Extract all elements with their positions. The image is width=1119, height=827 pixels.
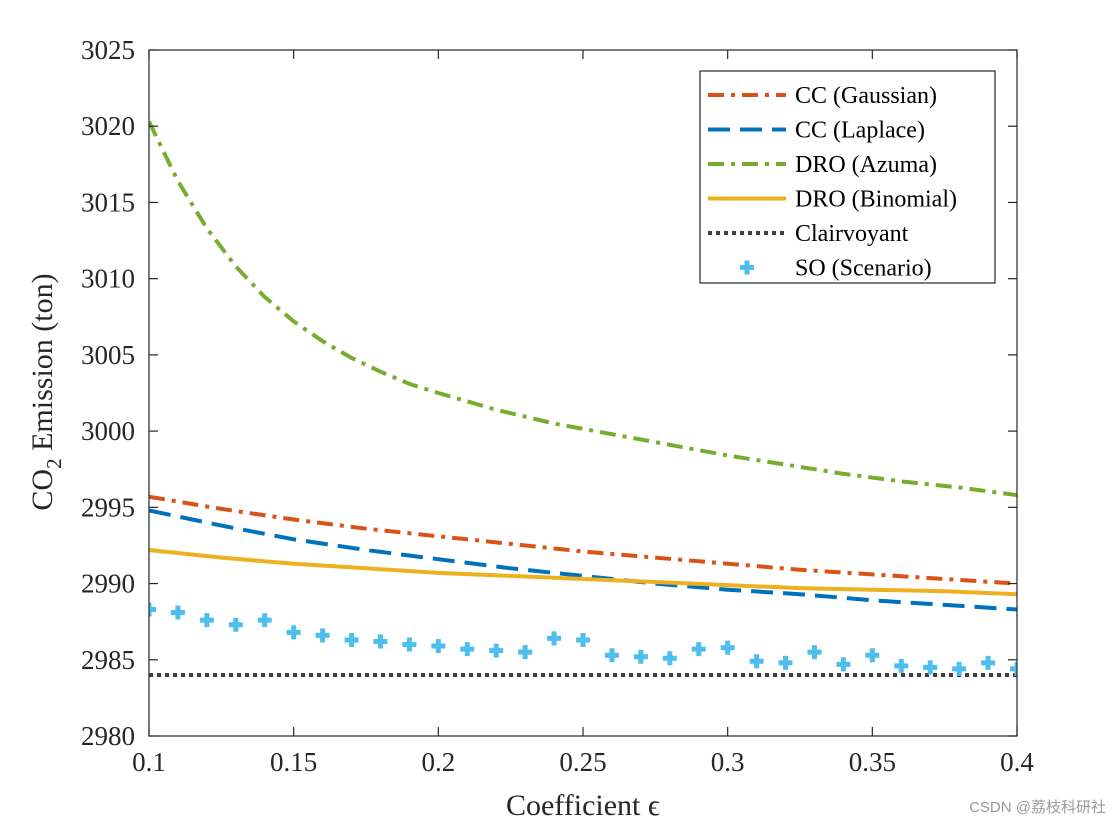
y-tick-label: 3005 — [81, 340, 135, 370]
y-axis-label: CO2 Emission (ton) — [26, 273, 66, 510]
data-point-marker — [489, 643, 504, 658]
legend: CC (Gaussian) CC (Laplace) DRO (Azuma) DRO … — [699, 70, 996, 284]
x-tick-label: 0.4 — [1000, 747, 1034, 777]
legend-label-cc-gaussian: CC (Gaussian) — [795, 83, 937, 109]
data-point-marker — [149, 602, 156, 617]
svg-text:CO2 Emission (ton): CO2 Emission (ton) — [26, 273, 66, 510]
x-tick-label: 0.3 — [711, 747, 745, 777]
legend-box — [699, 70, 996, 284]
series-so-scenario — [149, 602, 1017, 676]
y-tick-label: 3010 — [81, 264, 135, 294]
y-tick-label: 2985 — [81, 645, 135, 675]
ticks-layer: 0.1 0.15 0.2 0.25 0.3 0.35 0.4 2980 2985 2990 2995… — [81, 35, 1034, 777]
series-dro-azuma-line — [149, 120, 1017, 498]
legend-label-cc-laplace: CC (Laplace) — [795, 118, 925, 144]
data-point-marker — [402, 637, 417, 652]
data-point-marker — [952, 661, 967, 676]
data-point-marker — [431, 639, 446, 654]
data-point-marker — [778, 655, 793, 670]
legend-items: CC (Gaussian) CC (Laplace) DRO (Azuma) DRO … — [708, 83, 957, 282]
x-tick-label: 0.15 — [270, 747, 317, 777]
series-cc-laplace-line — [149, 508, 1017, 612]
data-point-marker — [894, 658, 909, 673]
x-tick-label: 0.1 — [132, 747, 166, 777]
y-tick-label: 3020 — [81, 111, 135, 141]
data-point-marker — [836, 657, 851, 672]
x-tick-label: 0.2 — [421, 747, 455, 777]
legend-label-dro-binomial: DRO (Binomial) — [795, 187, 957, 213]
data-point-marker — [807, 645, 822, 660]
y-tick-label: 2980 — [81, 721, 135, 751]
y-tick-label: 2990 — [81, 569, 135, 599]
y-tick-label: 3025 — [81, 35, 135, 65]
y-tick-label: 3000 — [81, 416, 135, 446]
watermark: CSDN @荔枝科研社 — [969, 799, 1106, 816]
y-tick-label: 3015 — [81, 187, 135, 217]
data-point-marker — [981, 655, 996, 670]
data-point-marker — [460, 642, 475, 657]
data-point-marker — [518, 645, 533, 660]
data-point-marker — [720, 640, 735, 655]
y-tick-label: 2995 — [81, 492, 135, 522]
series-dro-binomial-line — [149, 548, 1017, 597]
data-point-marker — [1010, 661, 1017, 676]
legend-label-clairvoyant: Clairvoyant — [795, 221, 909, 247]
data-point-marker — [604, 648, 619, 663]
data-point-marker — [228, 617, 243, 632]
data-point-marker — [865, 648, 880, 663]
y-axis-label-subscript: 2 — [42, 458, 66, 469]
data-point-marker — [286, 625, 301, 640]
data-point-marker — [373, 634, 388, 649]
data-point-marker — [315, 628, 330, 643]
x-tick-label: 0.35 — [849, 747, 896, 777]
data-point-marker — [576, 632, 590, 647]
x-tick-label: 0.25 — [559, 747, 606, 777]
y-axis-label-main: CO — [26, 469, 59, 511]
series-layer — [149, 120, 1017, 677]
legend-marker-so-scenario — [740, 260, 754, 275]
y-axis-label-rest: Emission (ton) — [26, 273, 59, 458]
data-point-marker — [257, 613, 272, 628]
data-point-marker — [749, 654, 764, 669]
data-point-marker — [691, 642, 706, 657]
legend-label-so-scenario: SO (Scenario) — [795, 256, 932, 282]
data-point-marker — [170, 605, 185, 620]
data-point-marker — [923, 660, 938, 675]
data-point-marker — [662, 651, 677, 666]
x-axis-label: Coefficient ϵ — [506, 789, 660, 822]
data-point-marker — [344, 632, 359, 647]
data-point-marker — [547, 631, 562, 646]
series-cc-gaussian-line — [149, 494, 1017, 586]
data-point-marker — [199, 613, 214, 628]
legend-label-dro-azuma: DRO (Azuma) — [795, 152, 937, 178]
data-point-marker — [633, 649, 648, 664]
